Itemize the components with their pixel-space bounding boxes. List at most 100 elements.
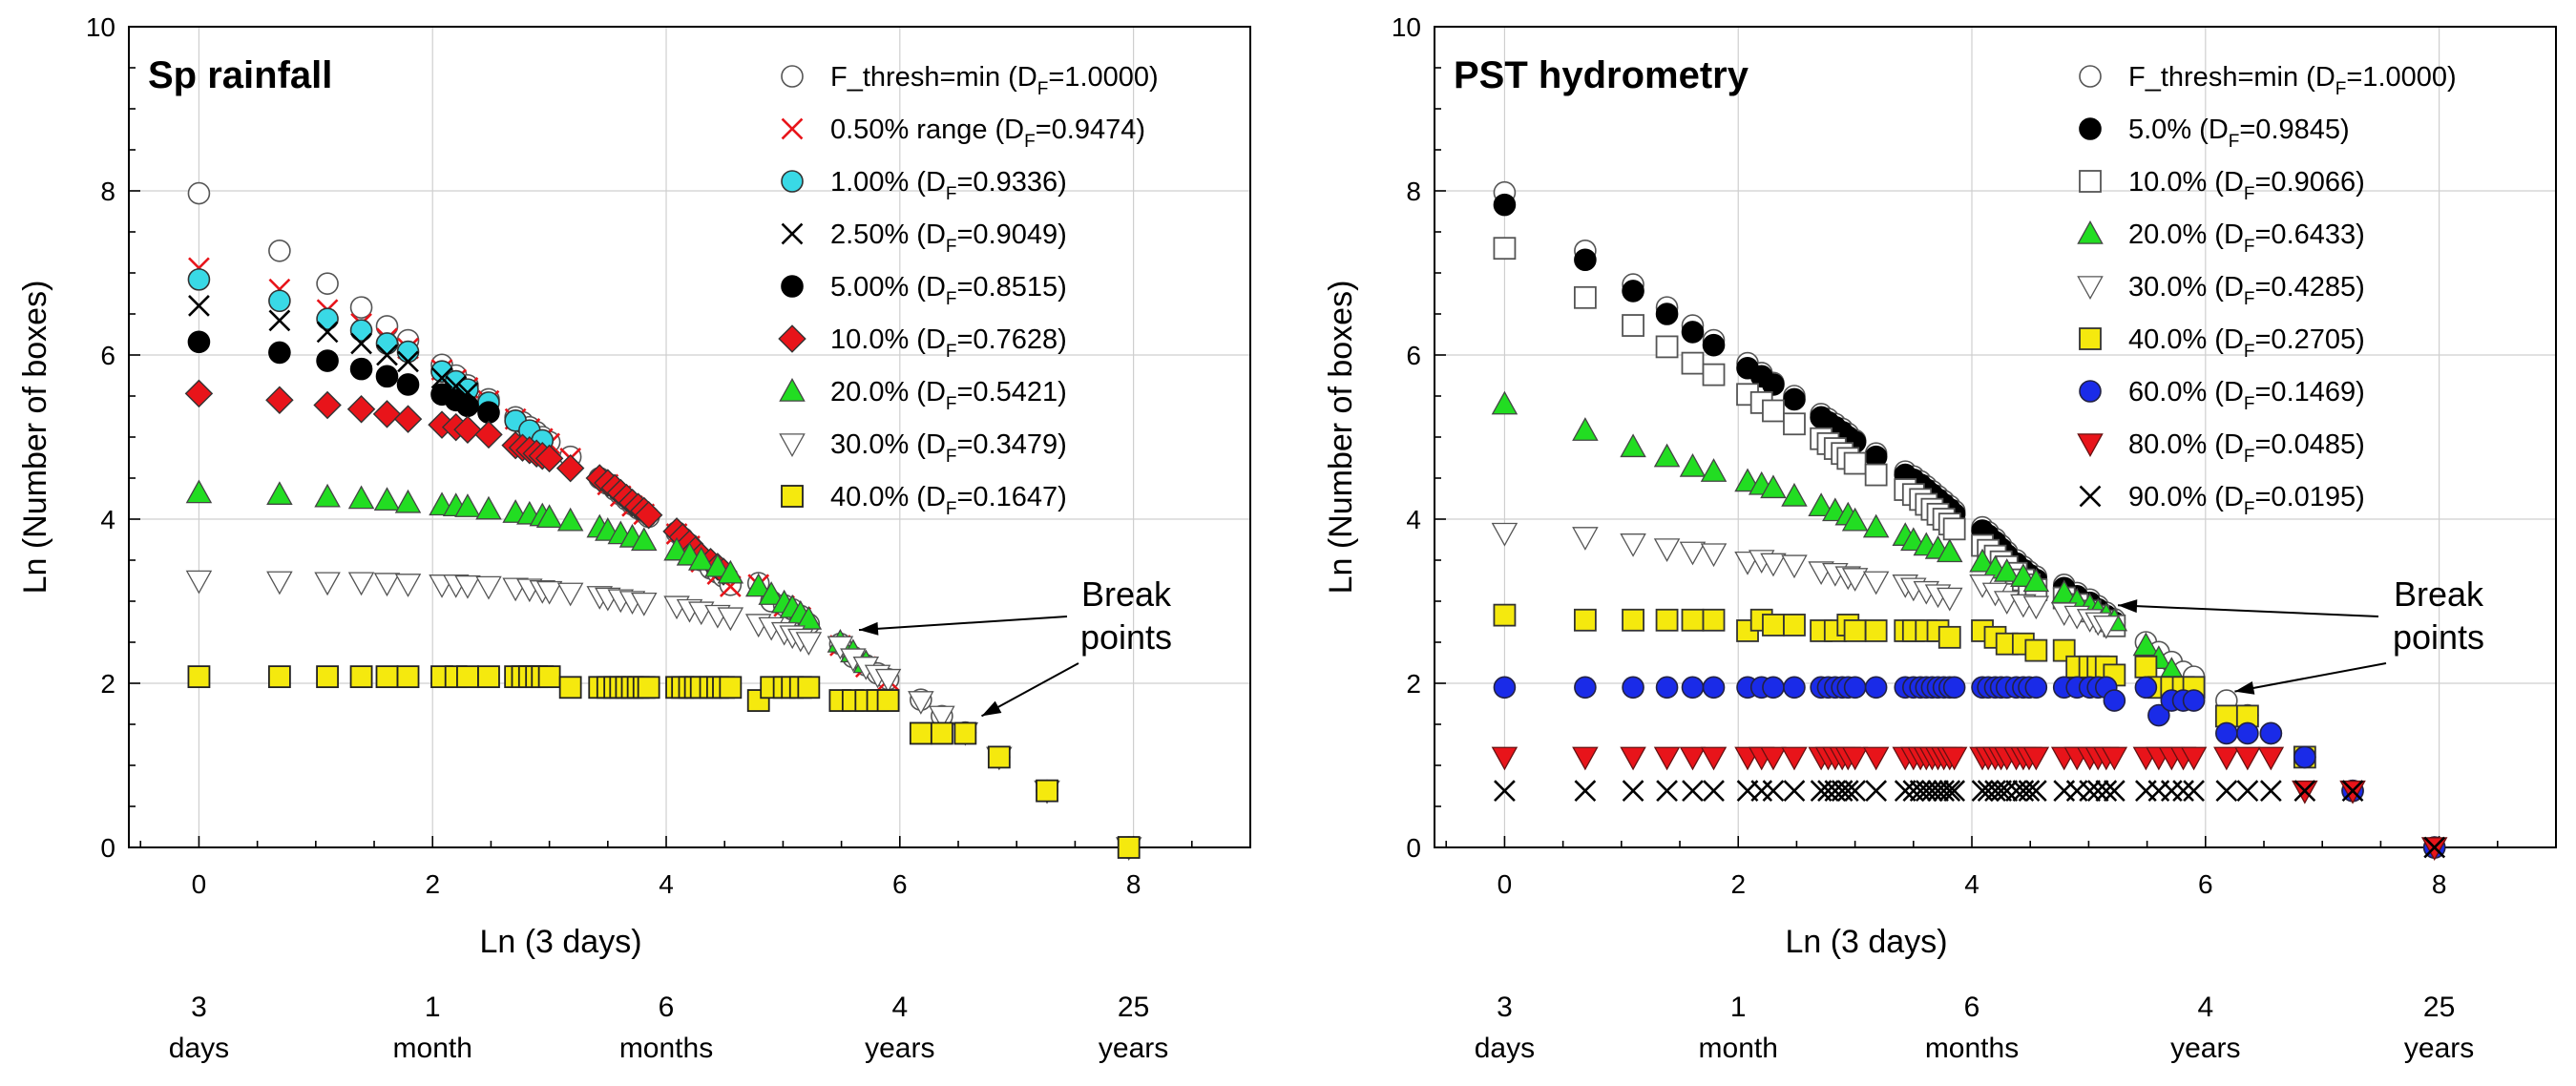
legend-item-9: 90.0% (DF=0.0195) — [2079, 482, 2365, 519]
data-point — [2093, 616, 2120, 639]
legend-label-main: F_thresh=min (D — [830, 62, 1037, 93]
data-point — [953, 721, 977, 745]
data-point — [1843, 619, 1867, 642]
legend-marker — [2079, 380, 2102, 403]
data-point — [2024, 780, 2047, 803]
legend-label-main: 90.0% (D — [2128, 482, 2244, 512]
legend-label: 2.50% (DF=0.9049) — [830, 219, 1067, 257]
legend-subscript: F — [2229, 132, 2240, 152]
legend-marker — [781, 485, 804, 508]
series-3 — [187, 268, 555, 452]
legend-label-value: =0.6433) — [2255, 219, 2365, 250]
data-point — [556, 507, 584, 532]
x-stroke — [1943, 780, 1966, 803]
data-point — [266, 571, 293, 595]
legend-label-main: 1.00% (D — [830, 167, 946, 198]
data-point — [2341, 780, 2364, 803]
legend-label-value: =0.5421) — [957, 377, 1067, 407]
data-point — [1781, 746, 1808, 771]
legend-label: 1.00% (DF=0.9336) — [830, 167, 1067, 204]
legend-label-value: =0.9336) — [957, 167, 1067, 198]
x-stroke — [2423, 836, 2446, 859]
series-5 — [187, 330, 500, 425]
data-point — [394, 574, 422, 597]
legend-label-value: =0.9049) — [957, 219, 1067, 250]
series-7 — [185, 479, 880, 674]
data-point — [375, 365, 399, 388]
data-point — [1760, 746, 1787, 771]
data-point — [2134, 655, 2158, 679]
legend-label-main: 30.0% (D — [830, 429, 946, 460]
data-point — [430, 366, 453, 389]
x-stroke — [1865, 780, 1888, 803]
data-point — [1573, 608, 1597, 632]
data-point — [1783, 676, 1806, 700]
x-stroke — [2095, 780, 2118, 803]
data-point — [2022, 595, 2050, 620]
legend-subscript: F — [946, 237, 957, 257]
legend-label-main: 10.0% (D — [830, 324, 946, 355]
axis-ticks — [1435, 26, 2557, 848]
data-point — [1996, 780, 2019, 803]
data-point — [2022, 568, 2050, 593]
data-point — [372, 400, 402, 428]
time-label-value: 3 — [191, 992, 207, 1023]
x-stroke — [2079, 780, 2102, 803]
legend: F_thresh=min (DF=1.0000)5.0% (DF=0.9845)… — [2077, 62, 2457, 519]
legend-marker — [781, 65, 804, 88]
annotation-arrow-head — [981, 700, 1002, 717]
legend-label: 40.0% (DF=0.1647) — [830, 482, 1067, 519]
x-stroke — [1682, 780, 1704, 803]
data-point — [929, 705, 955, 730]
time-label-unit: days — [1475, 1033, 1535, 1064]
data-point — [1620, 746, 1646, 771]
data-point — [1622, 280, 1644, 303]
data-point — [187, 330, 211, 354]
legend-item-3: 1.00% (DF=0.9336) — [781, 167, 1067, 204]
data-point — [1762, 614, 1785, 637]
y-tick-label: 10 — [86, 12, 115, 42]
legend-item-2: 5.0% (DF=0.9845) — [2079, 115, 2350, 152]
legend-label-value: =0.9066) — [2255, 167, 2365, 198]
legend-label-main: 20.0% (D — [830, 377, 946, 407]
legend-label-main: 40.0% (D — [2128, 324, 2244, 355]
data-point — [797, 676, 821, 700]
data-point — [393, 405, 423, 433]
legend-label-value: =0.0485) — [2255, 429, 2365, 460]
legend-marker — [2077, 220, 2104, 244]
y-tick-label: 4 — [100, 505, 115, 534]
legend-marker — [779, 378, 806, 402]
data-point — [1653, 746, 1681, 771]
data-point — [1943, 780, 1966, 803]
data-point — [2293, 780, 2316, 803]
data-point — [1942, 676, 1966, 700]
legend-label: 0.50% range (DF=0.9474) — [830, 115, 1145, 152]
legend-label-main: 30.0% (D — [2128, 272, 2244, 303]
data-point — [1653, 443, 1681, 468]
legend-label-value: =0.9845) — [2239, 115, 2349, 145]
legend-marker — [2079, 117, 2102, 140]
data-point — [2022, 746, 2050, 771]
data-point — [375, 665, 399, 689]
data-point — [1574, 248, 1597, 272]
legend-label-main: 80.0% (D — [2128, 429, 2244, 460]
data-point — [555, 453, 585, 483]
x-stroke — [1703, 780, 1725, 803]
x-stroke — [188, 295, 210, 317]
data-point — [535, 504, 563, 529]
data-point — [909, 721, 932, 745]
legend-marker — [781, 117, 804, 140]
legend-label-main: 5.0% (D — [2128, 115, 2229, 145]
time-label-unit: years — [1099, 1033, 1168, 1064]
data-point — [876, 689, 900, 712]
legend-subscript: F — [2244, 499, 2255, 519]
time-label-value: 1 — [1730, 992, 1747, 1023]
legend-label-value: =0.4285) — [2255, 272, 2365, 303]
x-tick-label: 6 — [2198, 869, 2213, 899]
data-point — [1700, 458, 1728, 482]
annotation-arrow-line — [2234, 662, 2387, 693]
data-point — [454, 493, 481, 517]
legend-item-4: 20.0% (DF=0.6433) — [2077, 219, 2365, 257]
data-point — [313, 390, 342, 420]
data-point — [1990, 780, 2012, 803]
